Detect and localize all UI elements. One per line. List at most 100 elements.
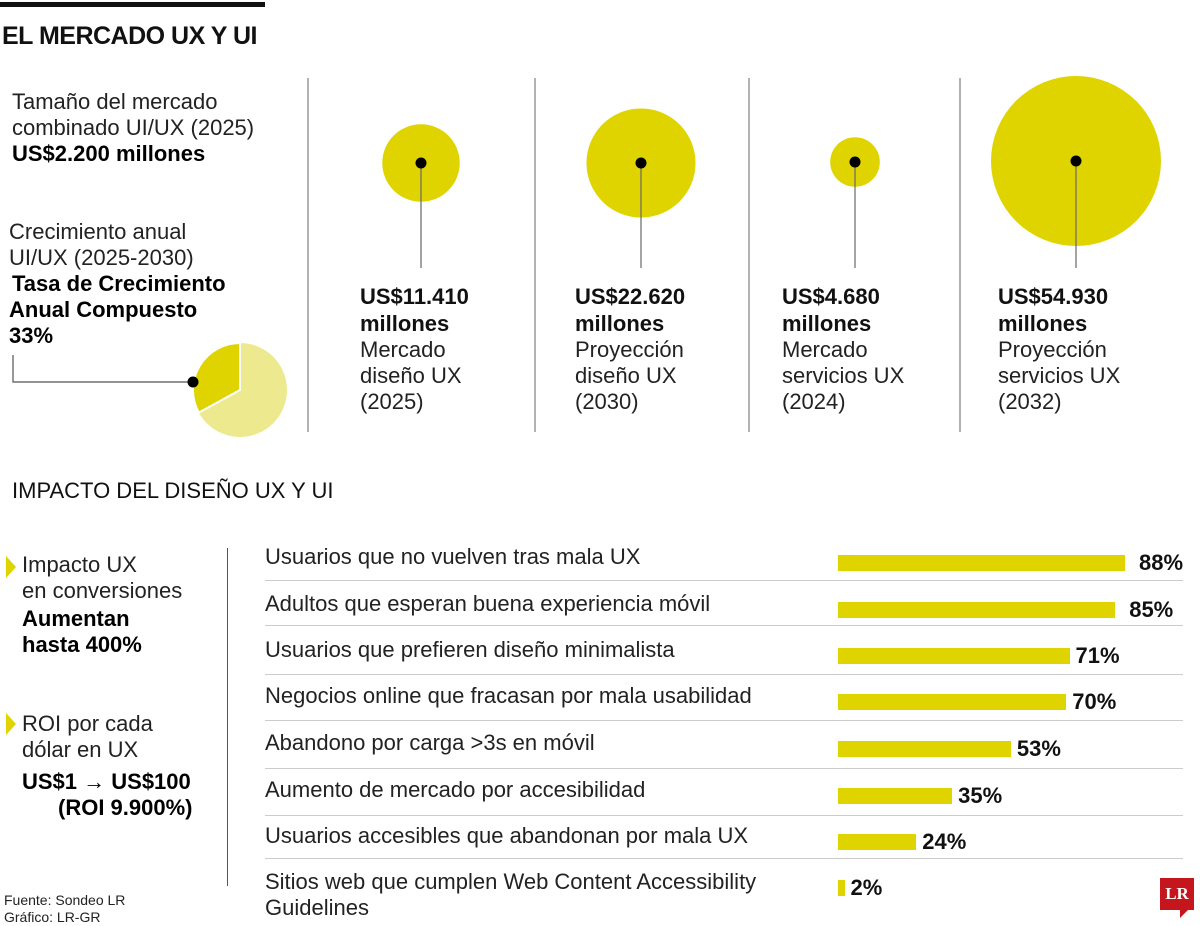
label-line: dólar en UX — [22, 737, 139, 762]
row-separator — [265, 768, 1183, 769]
row-separator — [265, 815, 1183, 816]
bubble-value-line: US$54.930 — [998, 284, 1109, 309]
bubble-label-line: diseño UX — [575, 363, 677, 388]
bar-category-label: Usuarios accesibles que abandonan por ma… — [265, 823, 748, 849]
bar-value-label: 70% — [1072, 689, 1117, 714]
bar — [838, 694, 1067, 710]
leader-line — [12, 355, 193, 383]
bubble-label-line: (2024) — [782, 389, 846, 414]
row-separator — [265, 625, 1183, 626]
triangle-bullet-icon — [6, 556, 16, 578]
label-line: UI/UX (2025-2030) — [9, 245, 194, 270]
bubble-value-line: millones — [782, 311, 872, 336]
market-size-value: US$2.200 millones — [12, 141, 206, 166]
bar — [838, 741, 1011, 757]
bar-category-label: Aumento de mercado por accesibilidad — [265, 777, 645, 803]
row-separator — [265, 580, 1183, 581]
row-separator — [265, 720, 1183, 721]
growth-label: Crecimiento anual UI/UX (2025-2030) Tasa… — [9, 219, 226, 349]
growth-value-pct: 33% — [9, 323, 54, 348]
top-rule — [0, 2, 265, 7]
category-line: Usuarios que no vuelven tras mala UX — [265, 544, 641, 569]
bubble-center-dot — [849, 156, 861, 168]
row-separator — [265, 674, 1183, 675]
bar — [838, 648, 1070, 664]
source-credit: Fuente: Sondeo LR Gráfico: LR-GR — [4, 892, 125, 926]
bubble-label-line: diseño UX — [360, 363, 462, 388]
market-size-label: Tamaño del mercado combinado UI/UX (2025… — [12, 89, 254, 167]
bar-value-label: 71% — [1075, 643, 1120, 668]
bar — [838, 880, 845, 896]
label-line: en conversiones — [22, 578, 183, 603]
bar-value-label: 53% — [1016, 736, 1061, 761]
row-separator — [265, 858, 1183, 859]
category-line: Aumento de mercado por accesibilidad — [265, 777, 646, 802]
growth-pie-chart — [12, 341, 287, 437]
category-line: Guidelines — [265, 895, 369, 920]
roi-impact: ROI por cada dólar en UX US$1 → US$100 (… — [22, 711, 193, 821]
page-title: EL MERCADO UX Y UI — [2, 22, 257, 50]
category-line: Sitios web que cumplen Web Content Acces… — [265, 869, 757, 894]
bubble-label-line: (2025) — [360, 389, 424, 414]
source-text: Fuente: Sondeo LR — [4, 892, 126, 908]
label-line: Tamaño del mercado — [12, 89, 218, 114]
bubble-label-line: Proyección — [575, 337, 684, 362]
bar-value-label: 88% — [1139, 550, 1184, 575]
bubble-center-dot — [1070, 155, 1082, 167]
bubble-value-line: US$22.620 — [575, 284, 686, 309]
category-line: Usuarios accesibles que abandonan por ma… — [265, 823, 749, 848]
growth-value-line: Tasa de Crecimiento — [12, 271, 226, 296]
bubble-label: US$11.410 millones Mercado diseño UX (2025) — [360, 283, 469, 415]
bubble-label-line: Mercado — [360, 337, 446, 362]
bar-category-label: Usuarios que prefieren diseño minimalist… — [265, 637, 675, 663]
bubble-label-line: servicios UX — [782, 363, 905, 388]
triangle-bullet-icon — [6, 713, 16, 735]
conversion-impact: Impacto UX en conversiones Aumentan hast… — [22, 552, 182, 658]
label-line: ROI por cada — [22, 711, 153, 736]
bubble-value-line: US$11.410 — [360, 284, 469, 309]
bubble-label-line: (2030) — [575, 389, 639, 414]
bar — [838, 602, 1116, 618]
bar-category-label: Negocios online que fracasan por mala us… — [265, 683, 752, 709]
bubble-label-line: (2032) — [998, 389, 1062, 414]
graphic-credit-text: Gráfico: LR-GR — [4, 909, 101, 925]
bubble-label: US$54.930 millones Proyección servicios UX(… — [998, 283, 1120, 415]
bubble-label-line: Mercado — [782, 337, 868, 362]
bubble-center-dot — [635, 157, 647, 169]
bar-value-label: 35% — [958, 783, 1003, 808]
conversion-value-line: Aumentan — [22, 606, 130, 631]
roi-value-line: US$1 → US$100 — [22, 769, 191, 794]
impact-section-title: IMPACTO DEL DISEÑO UX Y UI — [12, 478, 334, 503]
category-line: Negocios online que fracasan por mala us… — [265, 683, 752, 708]
bar — [838, 834, 917, 850]
bubble-center-dot — [415, 157, 427, 169]
pie-slice-growth — [192, 341, 241, 415]
bubble-value-line: millones — [575, 311, 665, 336]
divider — [227, 548, 228, 886]
bubble-label-line: servicios UX — [998, 363, 1121, 388]
bar-value-label: 2% — [850, 875, 883, 900]
bar-category-label: Adultos que esperan buena experiencia mó… — [265, 591, 710, 617]
label-line: combinado UI/UX (2025) — [12, 115, 255, 140]
bubble-value-line: millones — [998, 311, 1088, 336]
leader-dot — [187, 376, 199, 388]
category-line: Abandono por carga >3s en móvil — [265, 730, 595, 755]
bubble-value-line: millones — [360, 311, 450, 336]
roi-value-line: (ROI 9.900%) — [58, 795, 193, 820]
bubble-value-line: US$4.680 — [782, 284, 880, 309]
market-bubble-chart — [307, 76, 1161, 432]
bar-category-label: Abandono por carga >3s en móvil — [265, 730, 595, 756]
conversion-value-line: hasta 400% — [22, 632, 142, 657]
bar-category-label: Sitios web que cumplen Web Content Acces… — [265, 869, 756, 921]
bar-value-label: 85% — [1129, 597, 1174, 622]
bar-value-label: 24% — [922, 829, 967, 854]
bubble-label: US$22.620 millones Proyección diseño UX (203… — [575, 283, 685, 415]
bar-category-label: Usuarios que no vuelven tras mala UX — [265, 544, 640, 570]
category-line: Adultos que esperan buena experiencia mó… — [265, 591, 711, 616]
bar — [838, 788, 953, 804]
growth-value-line: Anual Compuesto — [9, 297, 198, 322]
bubble-label-line: Proyección — [998, 337, 1107, 362]
bar — [838, 555, 1125, 571]
lr-logo: LR — [1160, 878, 1194, 918]
